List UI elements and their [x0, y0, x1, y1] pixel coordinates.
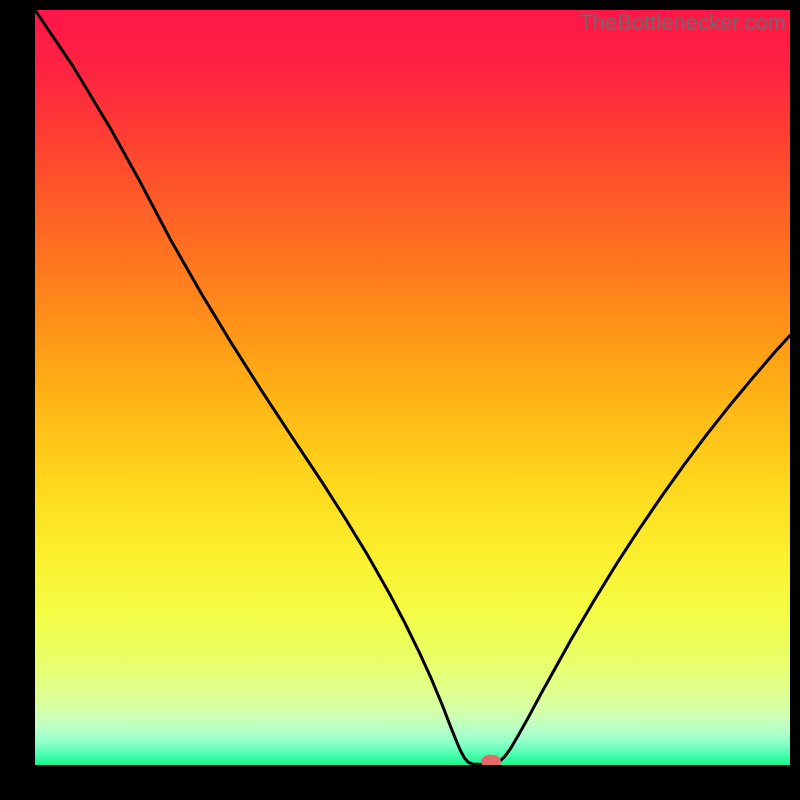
plot-svg — [35, 10, 790, 765]
gradient-background — [35, 10, 790, 765]
watermark-text: TheBottlenecker.com — [579, 10, 786, 36]
plot-area — [35, 10, 790, 765]
